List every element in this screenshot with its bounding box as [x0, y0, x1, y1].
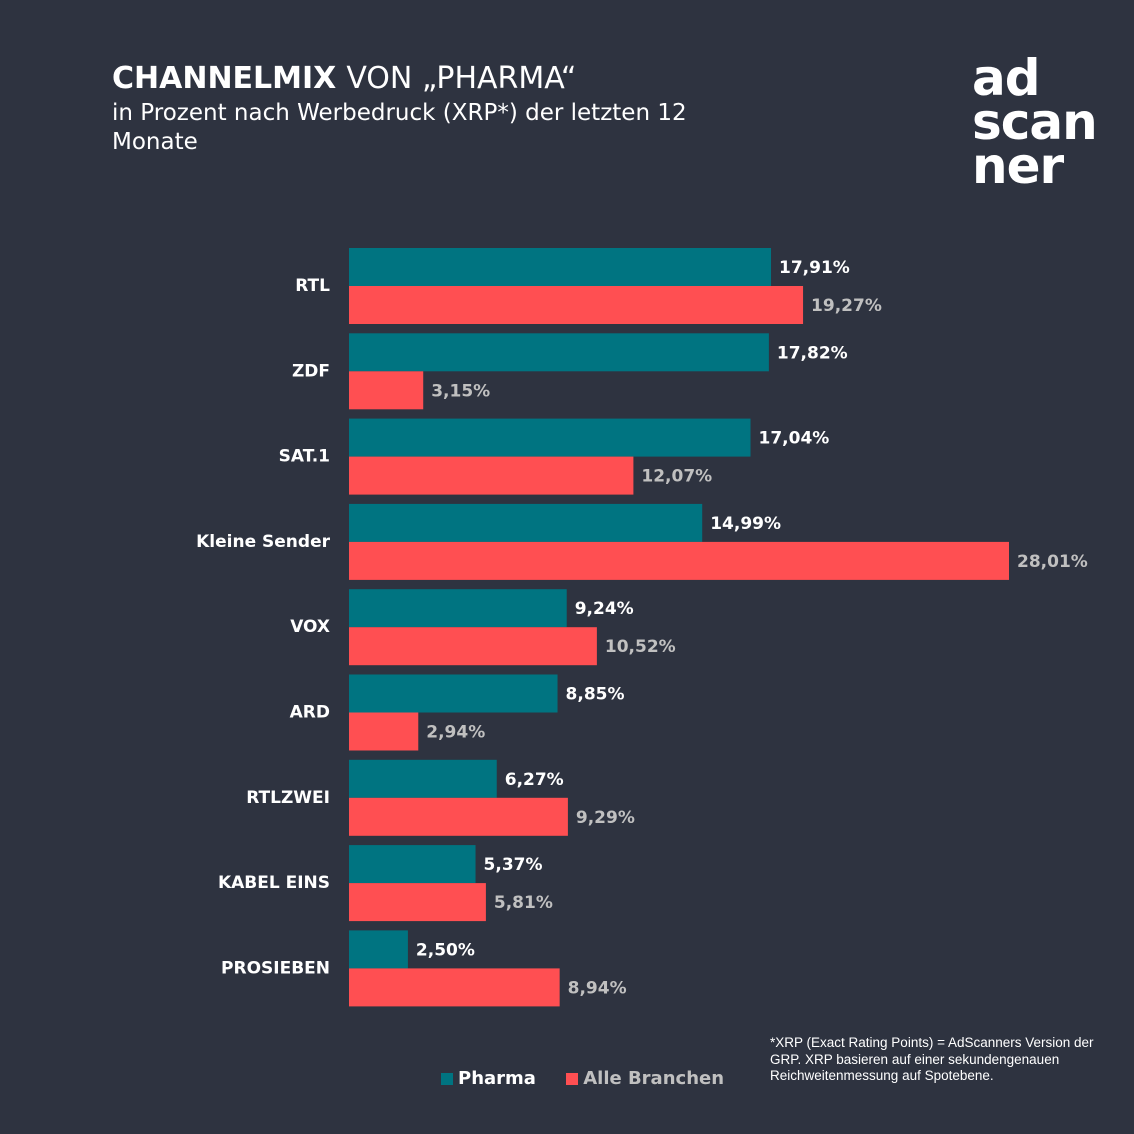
data-label-alle-branchen: 10,52%: [605, 637, 676, 657]
category-label: RTLZWEI: [246, 788, 330, 808]
category-label: Kleine Sender: [196, 532, 330, 552]
bar-alle-branchen: [349, 456, 634, 495]
data-label-pharma: 2,50%: [416, 940, 475, 960]
bar-pharma: [349, 674, 558, 713]
chart-title: CHANNELMIX VON „PHARMA“: [112, 60, 576, 98]
data-label-alle-branchen: 19,27%: [811, 296, 882, 316]
data-label-pharma: 5,37%: [484, 855, 543, 875]
bar-pharma: [349, 589, 567, 628]
data-label-alle-branchen: 5,81%: [494, 893, 553, 913]
data-label-pharma: 6,27%: [505, 770, 564, 790]
bar-pharma: [349, 503, 703, 542]
bar-alle-branchen: [349, 627, 597, 666]
data-label-alle-branchen: 28,01%: [1017, 552, 1088, 572]
data-label-pharma: 17,04%: [759, 429, 830, 449]
data-label-alle-branchen: 12,07%: [641, 467, 712, 487]
category-label: RTL: [295, 276, 330, 296]
logo-line-3: ner: [972, 137, 1064, 195]
legend-label-pharma: Pharma: [458, 1068, 536, 1089]
data-label-alle-branchen: 9,29%: [576, 808, 635, 828]
data-label-pharma: 17,91%: [779, 258, 850, 278]
bar-pharma: [349, 418, 751, 457]
legend-item-pharma: Pharma: [441, 1067, 536, 1091]
bar-alle-branchen: [349, 541, 1009, 580]
bar-pharma: [349, 930, 408, 969]
category-label: ZDF: [292, 361, 330, 381]
chart-subtitle: in Prozent nach Werbedruck (XRP*) der le…: [112, 100, 687, 155]
legend-item-alle-branchen: Alle Branchen: [566, 1067, 724, 1091]
title-strong: CHANNELMIX: [112, 61, 337, 96]
footnote: *XRP (Exact Rating Points) = AdScanners …: [770, 1035, 1094, 1083]
legend-swatch-alle-branchen: [566, 1073, 579, 1085]
data-label-alle-branchen: 2,94%: [426, 723, 485, 743]
data-label-pharma: 17,82%: [777, 343, 848, 363]
bar-alle-branchen: [349, 712, 419, 751]
category-label: SAT.1: [279, 447, 330, 467]
bar-alle-branchen: [349, 797, 568, 836]
bar-pharma: [349, 248, 772, 286]
data-label-pharma: 9,24%: [575, 599, 634, 619]
logo-line-1: ad: [972, 49, 1041, 107]
category-label: PROSIEBEN: [221, 958, 330, 978]
bar-alle-branchen: [349, 286, 804, 324]
legend: Pharma Alle Branchen: [441, 1067, 748, 1091]
bar-alle-branchen: [349, 371, 424, 410]
data-label-alle-branchen: 8,94%: [568, 978, 627, 998]
logo-line-2: scan: [972, 93, 1098, 151]
bar-pharma: [349, 333, 769, 372]
legend-label-alle-branchen: Alle Branchen: [583, 1068, 725, 1089]
bar-alle-branchen: [349, 968, 560, 1007]
category-label: KABEL EINS: [218, 873, 330, 893]
category-label: VOX: [290, 617, 330, 637]
bar-alle-branchen: [349, 883, 486, 922]
data-label-alle-branchen: 3,15%: [431, 381, 490, 401]
bar-pharma: [349, 759, 497, 798]
data-label-pharma: 14,99%: [710, 514, 781, 534]
adscanner-logo: ad scan ner: [972, 49, 1112, 195]
title-light: VON „PHARMA“: [346, 61, 577, 96]
legend-swatch-pharma: [441, 1073, 453, 1085]
data-label-pharma: 8,85%: [566, 685, 625, 705]
category-label: ARD: [290, 703, 330, 723]
bar-pharma: [349, 845, 476, 884]
